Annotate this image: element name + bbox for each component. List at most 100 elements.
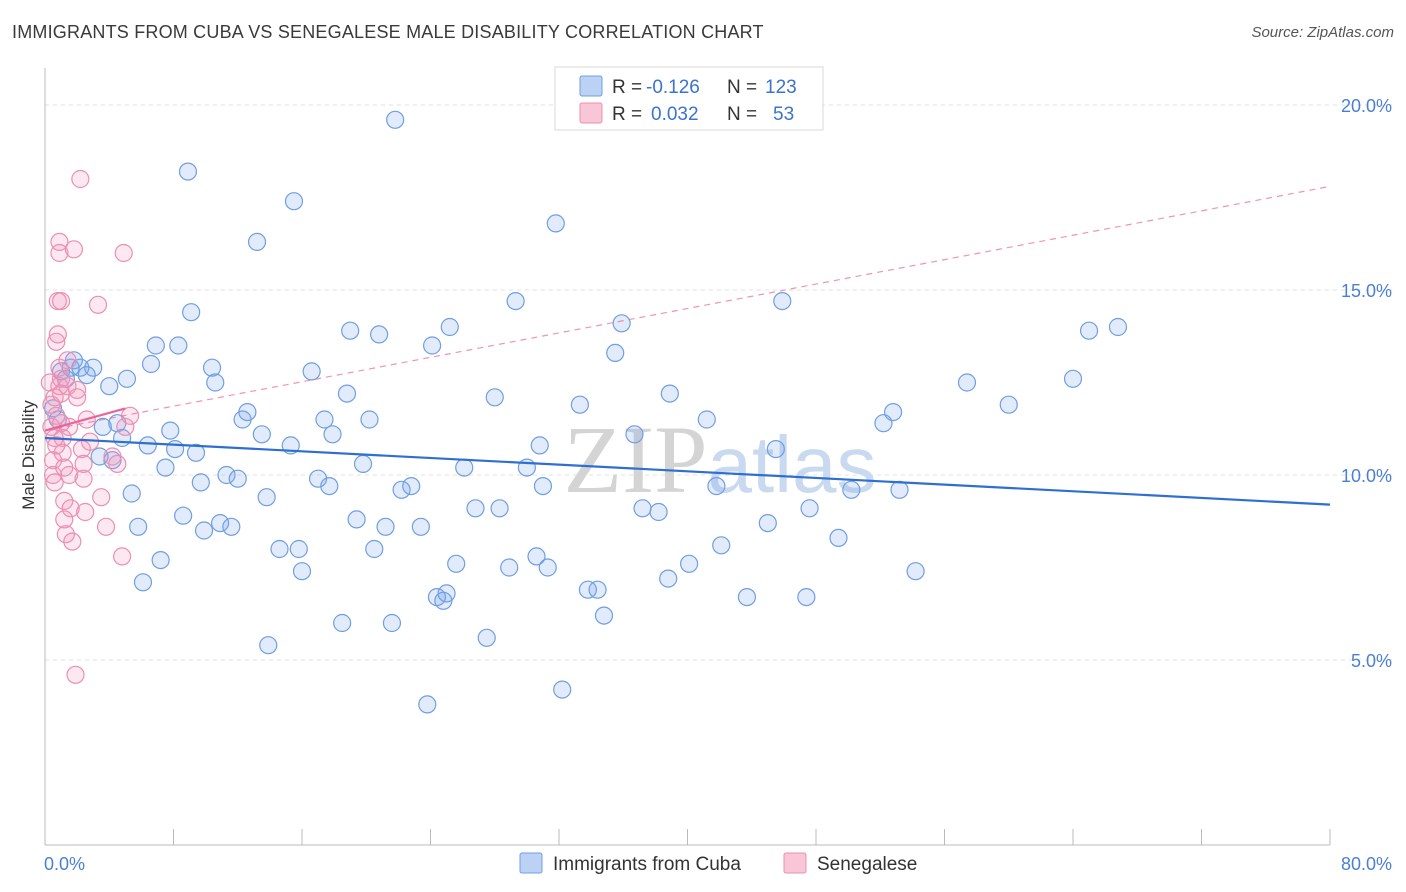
point-senegalese: [47, 332, 66, 351]
point-cuba: [697, 410, 716, 429]
point-cuba: [533, 477, 553, 496]
point-cuba: [238, 403, 257, 422]
point-senegalese: [55, 510, 74, 529]
point-senegalese: [63, 532, 82, 551]
point-cuba: [146, 336, 165, 355]
point-senegalese: [56, 525, 75, 544]
point-cuba: [222, 517, 241, 536]
point-cuba: [797, 587, 816, 607]
legend-label-senegalese: Senegalese: [817, 854, 917, 875]
point-cuba: [1079, 321, 1099, 340]
point-cuba: [1063, 369, 1083, 388]
legend-swatch-cuba: [519, 852, 543, 874]
point-cuba: [228, 469, 247, 488]
point-cuba: [270, 539, 289, 559]
point-senegalese: [92, 488, 111, 507]
point-cuba: [308, 469, 328, 488]
point-cuba: [93, 417, 112, 436]
point-cuba: [1108, 317, 1128, 337]
legend-swatch-senegalese: [783, 852, 807, 874]
point-cuba: [210, 513, 230, 533]
point-cuba: [490, 499, 509, 518]
stats-r-label-blue: R =: [612, 77, 642, 98]
point-cuba: [506, 292, 525, 311]
point-cuba: [341, 321, 360, 340]
point-cuba: [649, 502, 668, 522]
point-cuba: [606, 343, 625, 362]
point-cuba: [437, 584, 456, 603]
point-cuba: [320, 477, 339, 496]
point-cuba: [166, 440, 185, 459]
point-cuba: [447, 554, 466, 573]
point-cuba: [84, 358, 103, 377]
trend-line-senegalese-dashed: [44, 185, 1331, 432]
source-label: Source: ZipAtlas.com: [1251, 24, 1394, 41]
trend-line-senegalese-solid: [44, 407, 126, 432]
point-cuba: [169, 336, 188, 355]
point-cuba: [382, 613, 402, 633]
point-cuba: [122, 484, 141, 503]
point-cuba: [365, 539, 384, 559]
point-senegalese: [59, 465, 79, 485]
stats-n-label-blue: N =: [727, 77, 757, 98]
point-senegalese: [66, 665, 85, 684]
point-cuba: [800, 499, 819, 518]
point-cuba: [217, 465, 236, 485]
point-cuba: [174, 506, 193, 525]
point-cuba: [206, 373, 225, 392]
point-senegalese: [51, 369, 71, 388]
point-cuba: [660, 384, 679, 403]
point-cuba: [77, 366, 96, 385]
point-cuba: [353, 454, 373, 473]
bottom-legend: Immigrants from Cuba Senegalese: [519, 852, 917, 875]
series-cuba-points: [43, 110, 1128, 714]
point-cuba: [333, 613, 352, 633]
point-cuba: [323, 425, 342, 444]
point-senegalese: [45, 473, 64, 492]
point-cuba: [191, 473, 210, 492]
point-cuba: [594, 606, 614, 625]
point-cuba: [883, 403, 903, 422]
y-tick-label: 5.0%: [1351, 651, 1392, 671]
point-senegalese: [74, 469, 93, 488]
point-cuba: [485, 388, 504, 407]
point-cuba: [707, 477, 726, 496]
point-cuba: [758, 513, 777, 533]
point-cuba: [890, 480, 909, 499]
stats-r-label-pink: R =: [612, 104, 642, 125]
point-cuba: [117, 369, 137, 388]
point-cuba: [773, 292, 792, 311]
point-cuba: [141, 354, 161, 374]
watermark: ZIPatlas: [564, 406, 877, 513]
point-cuba: [829, 528, 848, 548]
point-cuba: [315, 410, 334, 429]
point-senegalese: [64, 240, 84, 259]
point-senegalese: [59, 417, 79, 436]
point-cuba: [337, 384, 357, 403]
y-axis-title: Male Disability: [19, 400, 38, 510]
chart-title: IMMIGRANTS FROM CUBA VS SENEGALESE MALE …: [12, 22, 764, 42]
point-senegalese: [48, 325, 67, 344]
series-senegalese-points: [40, 169, 140, 684]
stats-n-value-pink: 53: [773, 104, 794, 125]
point-cuba: [347, 510, 366, 529]
point-senegalese: [50, 243, 69, 263]
point-senegalese: [71, 169, 90, 189]
point-cuba: [570, 395, 589, 414]
point-cuba: [659, 569, 678, 588]
point-senegalese: [74, 454, 93, 473]
point-cuba: [392, 480, 411, 499]
point-senegalese: [76, 502, 95, 522]
x-tick-label: 0.0%: [44, 854, 85, 874]
point-senegalese: [43, 465, 63, 485]
point-cuba: [182, 303, 201, 322]
point-cuba: [466, 499, 485, 518]
point-cuba: [440, 317, 459, 337]
point-cuba: [386, 110, 405, 129]
point-senegalese: [55, 491, 74, 510]
point-senegalese: [68, 380, 87, 399]
point-senegalese: [58, 351, 77, 370]
point-cuba: [553, 680, 572, 699]
point-senegalese: [88, 295, 108, 314]
stats-n-value-blue: 123: [765, 77, 797, 98]
